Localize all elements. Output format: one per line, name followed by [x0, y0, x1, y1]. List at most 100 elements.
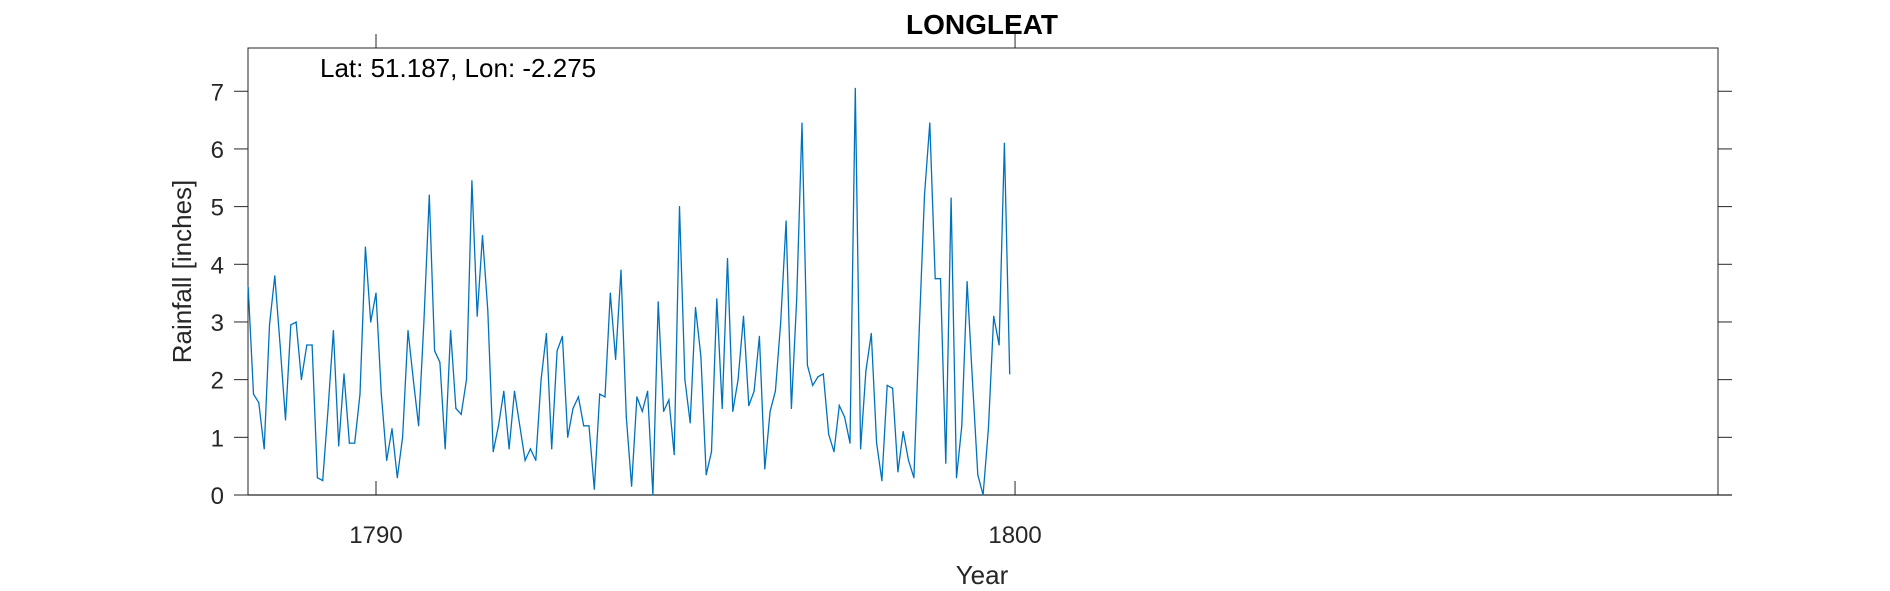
data-point [641, 410, 643, 412]
data-point [684, 379, 686, 381]
data-point [844, 416, 846, 418]
data-point [971, 379, 974, 381]
data-point [822, 373, 824, 375]
data-point [625, 416, 627, 418]
data-point [263, 448, 265, 450]
data-point [881, 480, 883, 482]
data-point [993, 315, 995, 317]
data-point [833, 451, 835, 453]
data-point [913, 477, 915, 479]
data-point [497, 425, 500, 427]
data-point [540, 379, 542, 381]
data-point [551, 448, 553, 450]
data-point [838, 405, 840, 407]
data-point [508, 448, 510, 450]
y-tick-label: 7 [211, 79, 224, 106]
data-point [790, 407, 793, 410]
data-point [897, 471, 899, 473]
data-point [535, 459, 537, 461]
data-point [647, 390, 649, 392]
data-point [854, 87, 856, 89]
data-point [609, 292, 611, 294]
data-point [556, 350, 558, 352]
y-tick-label: 3 [211, 310, 224, 337]
data-point [865, 370, 867, 372]
data-point [444, 448, 446, 450]
data-point [428, 194, 430, 196]
data-point [439, 361, 441, 363]
y-tick-label: 4 [211, 252, 224, 279]
data-point [939, 278, 942, 280]
data-point [295, 321, 297, 323]
data-point [450, 330, 452, 332]
data-point [412, 379, 414, 381]
data-point [748, 405, 750, 407]
data-point [923, 194, 926, 196]
data-point [817, 376, 819, 378]
data-point [620, 269, 622, 271]
data-point [892, 387, 894, 389]
plot-box [247, 47, 1719, 496]
data-point [338, 445, 340, 447]
rainfall-series-points [247, 87, 1011, 496]
data-point [572, 407, 574, 410]
data-point [987, 428, 990, 430]
data-point [380, 393, 382, 395]
data-point [327, 407, 329, 410]
data-point [812, 384, 814, 386]
data-point [673, 454, 675, 456]
data-point [492, 451, 494, 453]
data-point [785, 220, 787, 222]
data-point [732, 410, 734, 412]
data-point [503, 390, 505, 392]
data-point [268, 324, 271, 326]
data-point [423, 321, 425, 323]
data-point [631, 485, 633, 487]
data-point [769, 410, 771, 412]
data-point [998, 344, 1000, 346]
data-point [471, 180, 473, 182]
data-point [604, 396, 606, 398]
data-point [332, 330, 334, 332]
data-point [476, 315, 478, 317]
data-point [796, 298, 798, 300]
data-point [918, 330, 920, 332]
data-point [849, 442, 851, 444]
data-point [801, 122, 803, 124]
data-point [753, 390, 755, 392]
data-point [370, 321, 372, 323]
axes-frame [247, 47, 1732, 496]
data-point [290, 324, 292, 326]
data-point [300, 379, 302, 381]
data-point [721, 407, 723, 410]
data-point [668, 399, 670, 401]
data-point [434, 350, 436, 352]
data-point [465, 379, 468, 381]
data-point [652, 494, 654, 496]
data-point [343, 373, 345, 375]
data-point [311, 344, 313, 346]
data-point [567, 436, 569, 438]
data-point [364, 246, 366, 248]
data-point [407, 330, 409, 332]
y-axis-label: Rainfall [inches] [167, 180, 197, 364]
data-point [705, 474, 707, 476]
data-point [929, 122, 931, 124]
data-point [689, 422, 691, 424]
data-point [945, 462, 947, 464]
data-point [663, 410, 665, 412]
data-point [306, 344, 308, 346]
data-point [907, 459, 910, 461]
data-point [710, 451, 713, 453]
data-point [418, 425, 420, 427]
data-point [487, 309, 489, 311]
data-point [391, 428, 393, 430]
data-point [359, 393, 361, 395]
data-point [615, 358, 617, 361]
data-point [545, 332, 548, 335]
data-point [886, 384, 888, 386]
data-point [524, 459, 526, 461]
chart-title: LONGLEAT [906, 9, 1058, 40]
data-point [455, 407, 457, 410]
data-point [977, 474, 979, 476]
